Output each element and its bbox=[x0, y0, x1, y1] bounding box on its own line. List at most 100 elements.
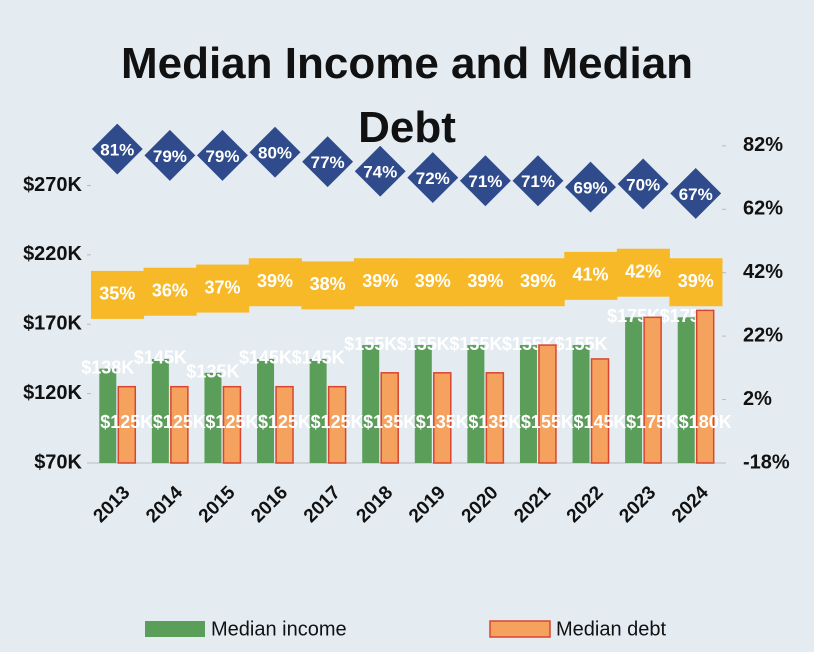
diamond-marker bbox=[144, 129, 196, 181]
data-label: 39% bbox=[467, 271, 503, 291]
band-marker bbox=[459, 258, 513, 307]
bar bbox=[414, 345, 432, 463]
band-marker bbox=[406, 258, 460, 307]
y-tick-label: $220K bbox=[23, 243, 82, 265]
x-tick-label: 2021 bbox=[510, 482, 555, 527]
data-label: 71% bbox=[521, 172, 555, 191]
bar bbox=[519, 345, 537, 463]
data-label: 79% bbox=[205, 147, 239, 166]
x-tick-label: 2016 bbox=[247, 482, 292, 527]
band-marker bbox=[511, 258, 565, 307]
y-tick-label: $120K bbox=[23, 382, 82, 404]
legend-label: Median debt bbox=[556, 618, 667, 640]
legend-swatch bbox=[145, 621, 205, 637]
data-label: 74% bbox=[363, 163, 397, 182]
data-label: 39% bbox=[678, 271, 714, 291]
data-label: $145K bbox=[134, 348, 187, 368]
data-label: $155K bbox=[555, 334, 608, 354]
x-tick-label: 2019 bbox=[405, 482, 450, 527]
data-label: $135K bbox=[363, 412, 416, 432]
diamond-marker bbox=[197, 129, 248, 181]
data-label: $135K bbox=[416, 412, 469, 432]
data-label: 41% bbox=[573, 265, 609, 285]
y2-tick-label: -18% bbox=[743, 451, 790, 473]
bar bbox=[170, 385, 189, 464]
band-marker bbox=[91, 270, 145, 319]
data-label: $125K bbox=[205, 412, 258, 432]
data-label: 36% bbox=[152, 280, 188, 300]
bar bbox=[117, 385, 137, 464]
x-tick-label: 2017 bbox=[300, 482, 345, 527]
x-tick-label: 2020 bbox=[458, 482, 503, 527]
data-label: 71% bbox=[468, 172, 502, 191]
data-label: 79% bbox=[153, 147, 187, 166]
data-label: $125K bbox=[153, 412, 206, 432]
data-label: $145K bbox=[239, 348, 292, 368]
band-marker bbox=[616, 248, 670, 297]
y2-tick-label: 22% bbox=[743, 324, 783, 346]
band-marker bbox=[143, 267, 197, 316]
bar bbox=[204, 372, 222, 463]
data-label: $138K bbox=[81, 357, 134, 377]
band-marker bbox=[669, 258, 723, 307]
data-label: $155K bbox=[521, 412, 574, 432]
data-label: 39% bbox=[257, 271, 293, 291]
y-tick-label: $70K bbox=[34, 451, 82, 473]
data-label: $155K bbox=[449, 334, 502, 354]
y2-tick-label: 82% bbox=[743, 134, 783, 156]
band-marker bbox=[353, 258, 407, 307]
diamond-marker bbox=[670, 167, 722, 219]
data-label: 42% bbox=[625, 261, 661, 281]
bar bbox=[275, 385, 294, 464]
bar bbox=[257, 358, 275, 463]
x-tick-label: 2024 bbox=[668, 482, 713, 527]
data-label: 80% bbox=[258, 144, 292, 163]
bar bbox=[309, 358, 327, 463]
bar bbox=[99, 368, 117, 463]
legend-label: Median income bbox=[211, 618, 347, 640]
diamond-marker bbox=[617, 158, 669, 210]
data-label: $155K bbox=[344, 334, 397, 354]
bar bbox=[485, 372, 505, 464]
chart-title: Median Income and Median Debt bbox=[120, 39, 694, 152]
bar bbox=[222, 385, 242, 464]
y-tick-label: $170K bbox=[23, 313, 82, 335]
x-tick-label: 2015 bbox=[195, 482, 240, 527]
bar bbox=[433, 372, 452, 464]
y2-tick-label: 42% bbox=[743, 261, 783, 283]
bar bbox=[327, 385, 347, 464]
x-tick-label: 2018 bbox=[353, 482, 398, 527]
bar bbox=[538, 344, 557, 464]
bar bbox=[625, 317, 643, 463]
data-label: 39% bbox=[362, 271, 398, 291]
band-marker bbox=[196, 264, 250, 313]
data-label: 81% bbox=[100, 141, 134, 160]
bar bbox=[151, 358, 169, 463]
data-label: 37% bbox=[204, 277, 240, 297]
data-label: $155K bbox=[397, 334, 450, 354]
band-marker bbox=[301, 261, 355, 310]
data-label: 39% bbox=[415, 271, 451, 291]
diamond-marker bbox=[512, 155, 564, 207]
bar bbox=[467, 345, 485, 463]
data-label: 77% bbox=[311, 153, 345, 172]
bar bbox=[695, 309, 715, 464]
data-label: 70% bbox=[626, 175, 660, 194]
data-label: $135K bbox=[186, 362, 239, 382]
y-tick-label: $270K bbox=[23, 174, 82, 196]
data-label: 38% bbox=[310, 274, 346, 294]
y2-tick-label: 62% bbox=[743, 198, 783, 220]
data-label: $145K bbox=[574, 412, 627, 432]
data-label: $125K bbox=[100, 412, 153, 432]
data-label: 35% bbox=[99, 284, 135, 304]
data-label: 39% bbox=[520, 271, 556, 291]
x-tick-label: 2013 bbox=[90, 482, 135, 527]
bar bbox=[380, 372, 399, 464]
bar bbox=[643, 316, 662, 464]
data-label: $145K bbox=[292, 348, 345, 368]
data-label: $135K bbox=[468, 412, 521, 432]
diamond-marker bbox=[565, 161, 616, 213]
data-label: 67% bbox=[679, 185, 713, 204]
